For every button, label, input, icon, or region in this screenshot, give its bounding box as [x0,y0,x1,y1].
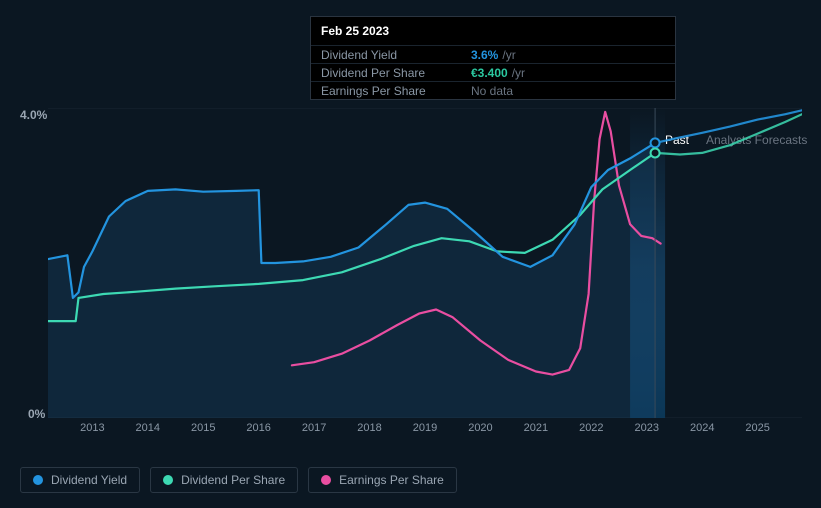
x-tick-label: 2015 [191,422,215,434]
x-tick-label: 2019 [413,422,437,434]
x-tick-label: 2024 [690,422,714,434]
chart-plot-area [48,108,802,418]
x-tick-label: 2020 [468,422,492,434]
tooltip-row-eps: Earnings Per Share No data [311,81,675,99]
chart-legend: Dividend Yield Dividend Per Share Earnin… [20,467,457,493]
x-tick-label: 2025 [745,422,769,434]
legend-label: Dividend Per Share [181,473,285,487]
chart-container: { "tooltip": { "date": "Feb 25 2023", "r… [0,0,821,508]
tooltip-row-dps: Dividend Per Share €3.400 /yr [311,63,675,81]
x-tick-label: 2021 [524,422,548,434]
legend-swatch [163,475,173,485]
x-tick-label: 2018 [357,422,381,434]
legend-item-dividend-per-share[interactable]: Dividend Per Share [150,467,298,493]
x-tick-label: 2016 [246,422,270,434]
y-axis-min-label: 0% [28,407,45,421]
tooltip-label: Dividend Yield [321,48,471,62]
tooltip-label: Dividend Per Share [321,66,471,80]
y-axis-max-label: 4.0% [20,108,47,122]
legend-swatch [33,475,43,485]
tooltip-date: Feb 25 2023 [311,17,675,45]
tooltip-label: Earnings Per Share [321,84,471,98]
x-tick-label: 2022 [579,422,603,434]
tooltip-suffix: /yr [502,48,515,62]
tooltip-row-yield: Dividend Yield 3.6% /yr [311,45,675,63]
tooltip-value: €3.400 [471,66,508,80]
legend-item-dividend-yield[interactable]: Dividend Yield [20,467,140,493]
x-tick-label: 2014 [136,422,160,434]
tooltip-suffix: /yr [512,66,525,80]
legend-label: Dividend Yield [51,473,127,487]
legend-label: Earnings Per Share [339,473,444,487]
tooltip-value: 3.6% [471,48,498,62]
x-tick-label: 2017 [302,422,326,434]
legend-swatch [321,475,331,485]
x-tick-label: 2023 [635,422,659,434]
x-axis: 2013 2014 2015 2016 2017 2018 2019 2020 2021 2022… [48,422,802,442]
legend-item-earnings-per-share[interactable]: Earnings Per Share [308,467,457,493]
x-tick-label: 2013 [80,422,104,434]
line-chart-svg [48,108,802,418]
tooltip-value: No data [471,84,513,98]
chart-tooltip: Feb 25 2023 Dividend Yield 3.6% /yr Divi… [310,16,676,100]
